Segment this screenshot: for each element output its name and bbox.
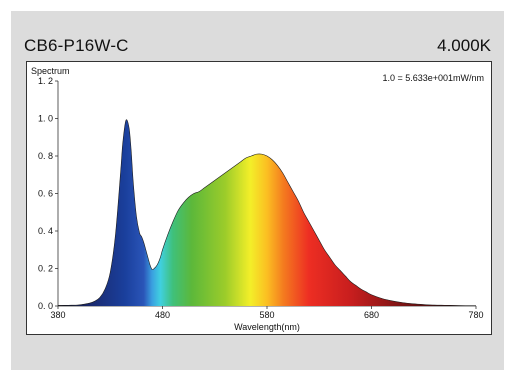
y-tick-label: 0. 4 bbox=[38, 226, 53, 236]
model-title: CB6-P16W-C bbox=[24, 36, 129, 55]
y-axis-label: Spectrum bbox=[31, 66, 70, 76]
spectrum-line bbox=[57, 119, 477, 306]
y-tick-label: 0. 6 bbox=[38, 189, 53, 199]
x-tick-label: 780 bbox=[468, 310, 483, 320]
x-tick-label: 580 bbox=[259, 310, 274, 320]
spectrum-area bbox=[58, 119, 476, 306]
x-tick-label: 380 bbox=[50, 310, 65, 320]
y-tick-label: 0. 0 bbox=[38, 301, 53, 311]
y-tick-label: 0. 2 bbox=[38, 264, 53, 274]
y-tick-label: 0. 8 bbox=[38, 151, 53, 161]
x-tick-label: 680 bbox=[364, 310, 379, 320]
cct-value: 4.000K bbox=[437, 36, 491, 55]
scale-note: 1.0 = 5.633e+001mW/nm bbox=[382, 73, 484, 83]
x-axis-label: Wavelength(nm) bbox=[234, 322, 300, 332]
y-tick-label: 1. 2 bbox=[38, 76, 53, 86]
x-tick-label: 480 bbox=[155, 310, 170, 320]
y-tick-label: 1. 0 bbox=[38, 114, 53, 124]
